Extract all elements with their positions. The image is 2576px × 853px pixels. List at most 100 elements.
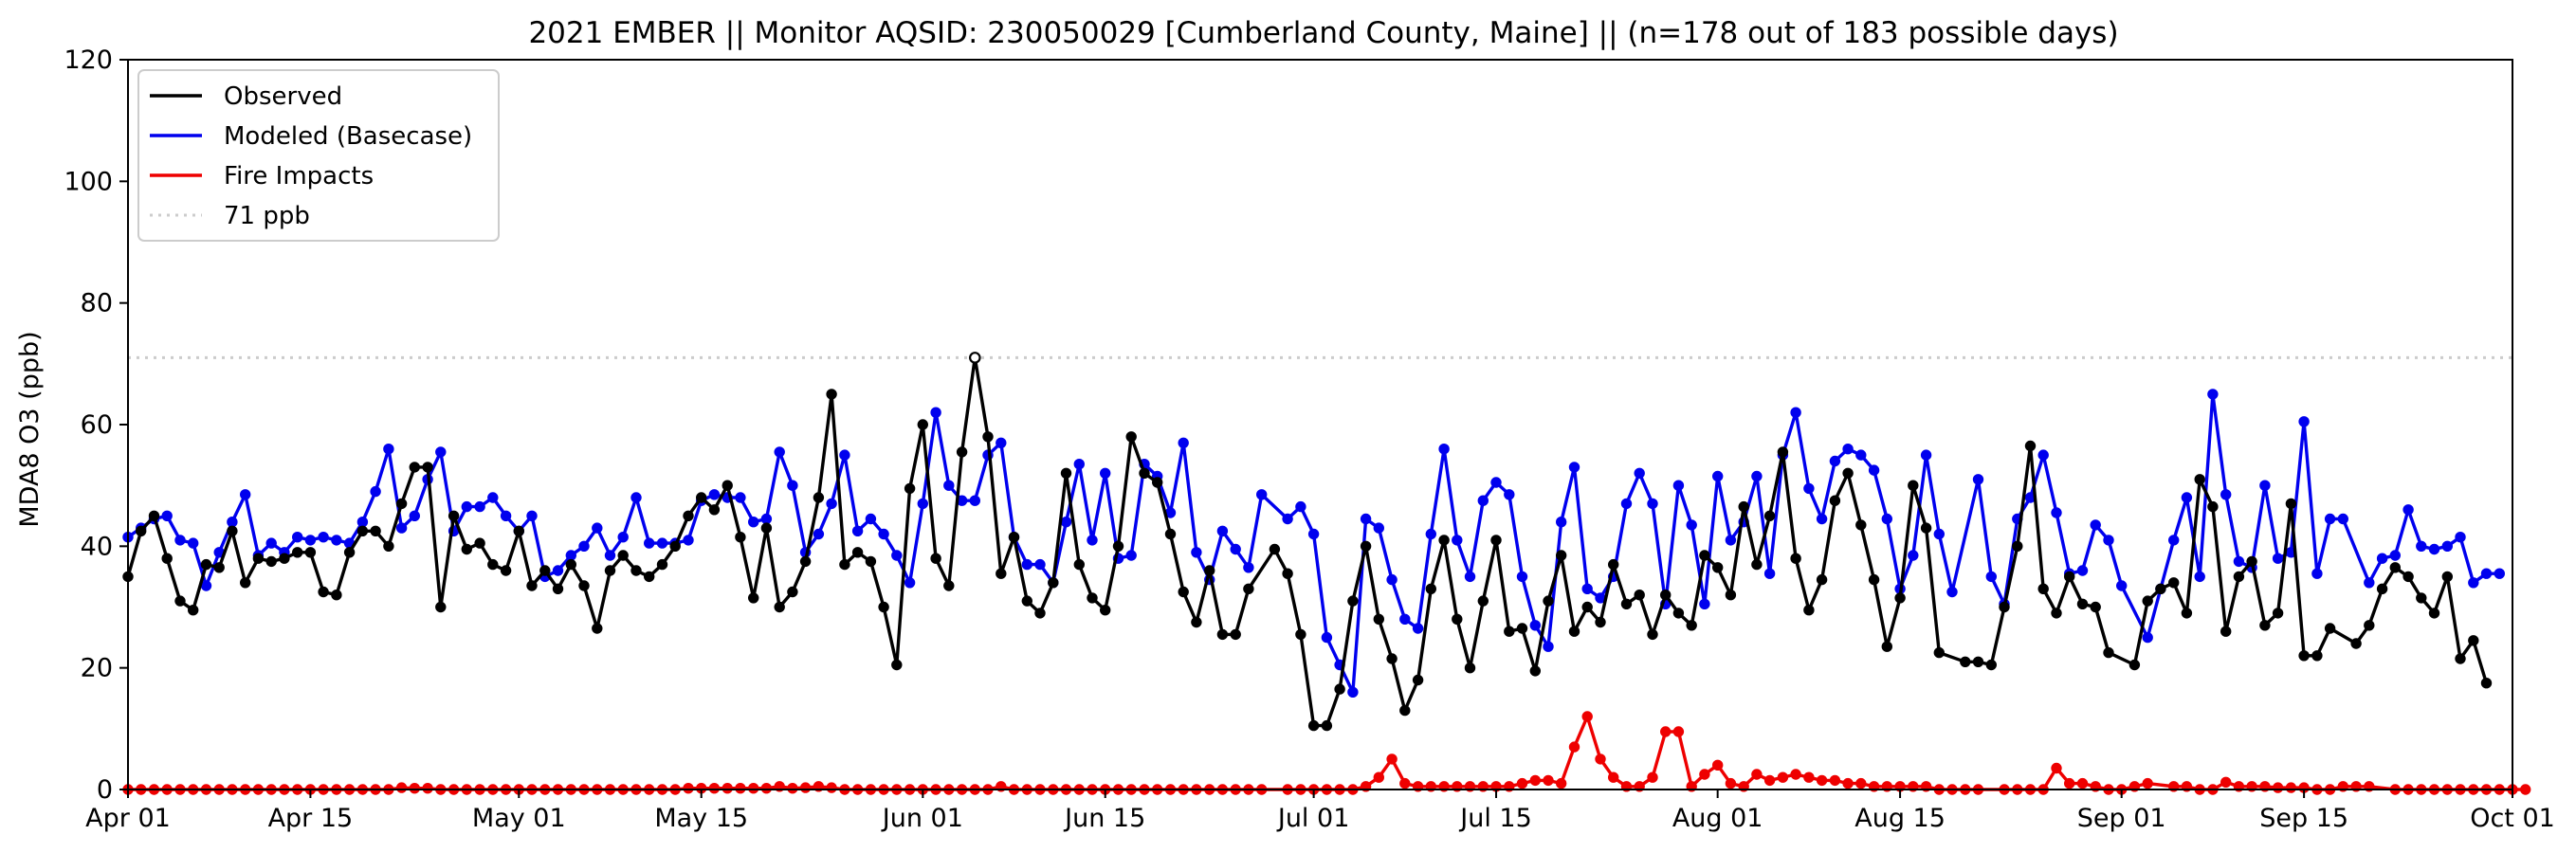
data-point: [1307, 719, 1320, 732]
data-point: [1464, 571, 1476, 583]
data-point: [2194, 474, 2205, 485]
data-point: [2324, 623, 2336, 634]
series-layer: [122, 352, 2531, 795]
data-point: [748, 783, 759, 794]
data-point: [1282, 568, 1293, 579]
data-point: [2103, 646, 2114, 659]
data-point: [969, 495, 981, 506]
data-point: [1790, 553, 1801, 564]
data-point: [1282, 513, 1293, 525]
data-point: [279, 553, 290, 564]
data-point: [370, 485, 381, 498]
data-point: [1452, 613, 1463, 625]
data-point: [708, 783, 721, 794]
x-tick-label: Aug 01: [1672, 804, 1763, 833]
data-point: [1021, 558, 1033, 571]
data-point: [1660, 590, 1672, 601]
data-point: [748, 517, 759, 528]
data-point: [1360, 513, 1372, 525]
data-point: [1829, 455, 1841, 467]
data-point: [2051, 608, 2062, 619]
data-point: [343, 547, 356, 558]
data-point: [1699, 550, 1710, 561]
data-point: [630, 492, 642, 503]
data-point: [592, 623, 603, 634]
data-point: [656, 558, 668, 571]
data-point: [1763, 510, 1776, 521]
data-point: [1216, 525, 1229, 536]
data-point: [1751, 769, 1763, 780]
data-point: [1399, 704, 1411, 717]
data-point: [1529, 620, 1542, 631]
data-point: [799, 782, 812, 793]
data-point: [1191, 616, 1202, 628]
data-point: [1672, 480, 1685, 491]
data-point: [604, 550, 616, 561]
data-point: [982, 431, 994, 443]
data-point: [331, 590, 342, 601]
data-point: [461, 500, 472, 513]
data-point: [2259, 620, 2271, 631]
data-point: [1855, 777, 1867, 789]
data-point: [1855, 519, 1867, 531]
data-point: [500, 565, 512, 576]
data-point: [2076, 565, 2089, 576]
x-tick-label: Jul 15: [1458, 804, 1532, 833]
data-point: [136, 525, 147, 536]
data-point: [565, 550, 576, 561]
data-point: [2116, 580, 2128, 591]
data-point: [2311, 650, 2323, 662]
data-point: [331, 535, 342, 546]
data-point: [474, 537, 485, 549]
data-point: [2076, 777, 2089, 789]
x-tick-label: May 15: [654, 804, 748, 833]
y-tick-label: 0: [97, 775, 113, 805]
data-point: [774, 446, 785, 458]
data-point: [683, 783, 694, 794]
data-point: [1972, 656, 1984, 667]
data-point: [2051, 507, 2062, 518]
data-point: [1699, 598, 1710, 609]
data-point: [1933, 646, 1946, 659]
data-point: [1725, 590, 1737, 601]
y-tick-label: 80: [81, 289, 113, 318]
data-point: [2416, 592, 2427, 604]
data-point: [1686, 519, 1697, 531]
legend-box: [137, 69, 500, 242]
data-point: [409, 510, 420, 521]
x-tick-label: Apr 01: [85, 804, 171, 833]
data-point: [1178, 437, 1189, 448]
data-point: [318, 586, 329, 598]
data-point: [1634, 590, 1645, 601]
data-point: [292, 547, 303, 558]
legend-entry: Observed: [224, 82, 342, 111]
data-point: [383, 540, 394, 552]
data-point: [200, 558, 212, 571]
data-point: [1178, 586, 1189, 598]
x-tick-label: Jun 15: [1063, 804, 1145, 833]
data-point: [1321, 631, 1333, 644]
data-point: [1960, 656, 1971, 667]
data-point: [839, 449, 850, 461]
x-tick-label: Apr 15: [268, 804, 354, 833]
data-point: [395, 782, 408, 793]
data-point: [2494, 568, 2506, 579]
data-point: [1894, 592, 1906, 604]
data-point: [708, 489, 721, 500]
data-point: [1504, 626, 1515, 637]
y-tick-label: 20: [81, 654, 113, 683]
data-point: [240, 577, 251, 589]
data-point: [2337, 513, 2349, 525]
data-point: [2142, 777, 2153, 789]
data-point: [2220, 626, 2232, 637]
data-point: [1073, 558, 1086, 571]
data-point: [1034, 558, 1046, 571]
data-point: [813, 492, 825, 503]
data-point: [2168, 535, 2180, 546]
data-point: [2037, 449, 2049, 461]
data-point: [1295, 500, 1306, 513]
data-point: [1686, 620, 1697, 631]
data-point: [1321, 719, 1333, 732]
data-point: [851, 547, 864, 558]
data-point: [2468, 577, 2479, 589]
